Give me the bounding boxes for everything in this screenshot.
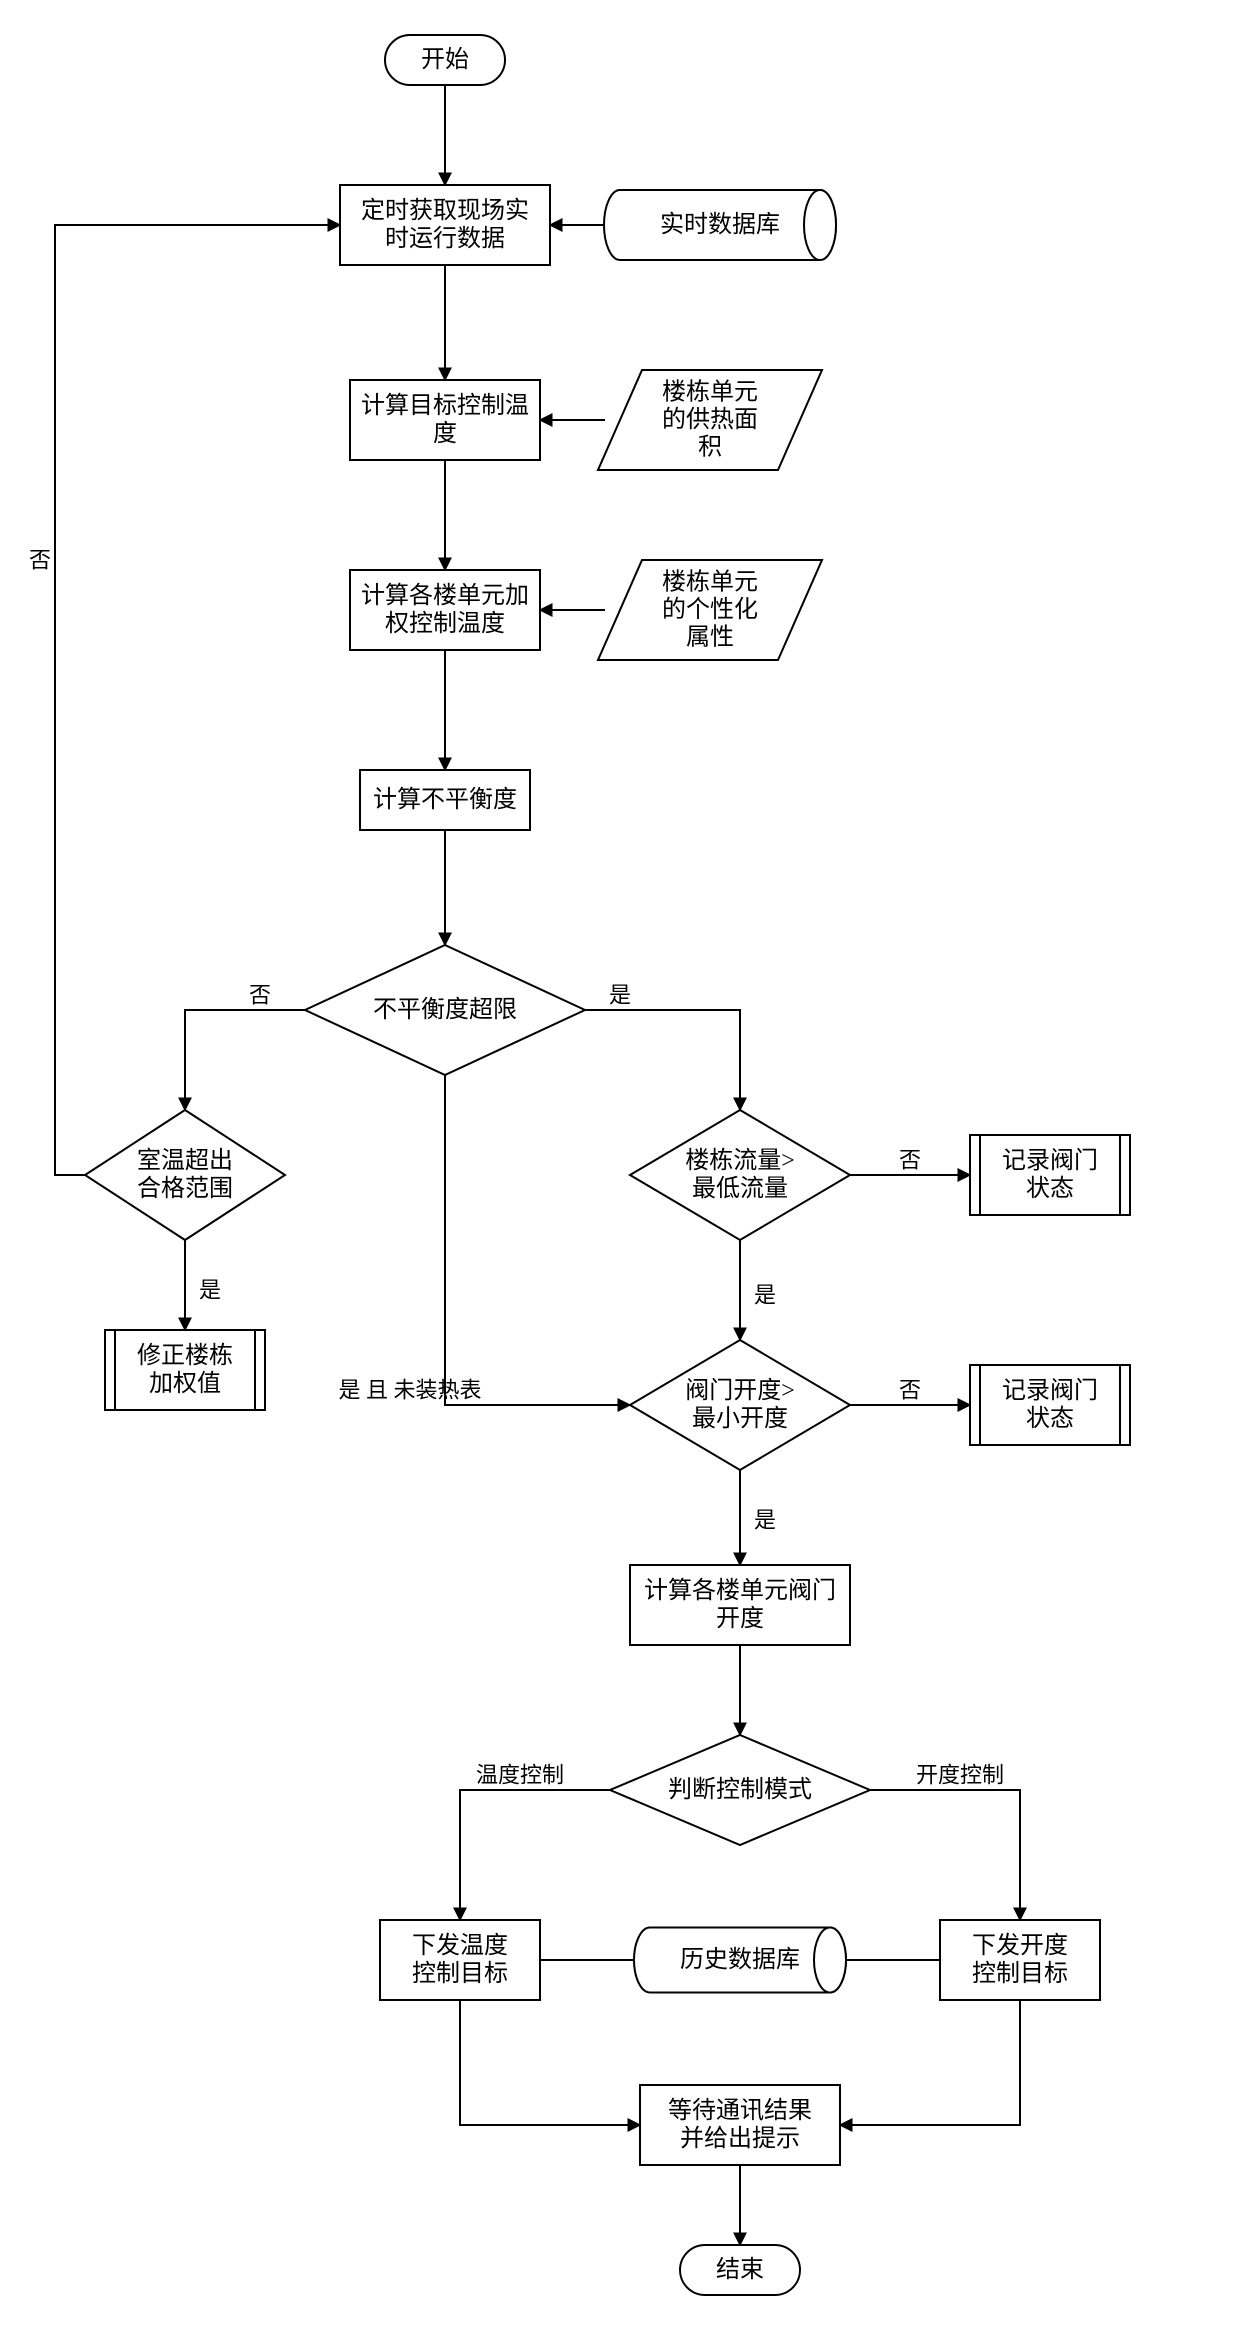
node-text: 楼栋流量> (685, 1147, 795, 1174)
node-text: 实时数据库 (660, 211, 780, 238)
node-dec_imbal: 不平衡度超限 (305, 945, 585, 1075)
node-db_rt: 实时数据库 (604, 190, 836, 260)
node-text: 结束 (716, 2256, 764, 2283)
node-d_attr: 楼栋单元的个性化属性 (598, 560, 822, 660)
node-text: 判断控制模式 (668, 1776, 812, 1803)
node-text: 阀门开度> (685, 1377, 795, 1404)
edge-label: 是 (754, 1508, 776, 1533)
node-p_open: 下发开度控制目标 (940, 1920, 1100, 2000)
node-text: 开始 (421, 46, 469, 73)
node-dec_open: 阀门开度>最小开度 (630, 1340, 850, 1470)
node-text: 状态 (1026, 1175, 1074, 1202)
edge-label: 否 (29, 548, 51, 573)
node-text: 计算各楼单元加 (361, 582, 529, 609)
node-text: 最小开度 (692, 1405, 788, 1432)
edge-label: 是 (754, 1283, 776, 1308)
edge-label: 温度控制 (476, 1763, 564, 1788)
node-text: 记录阀门 (1002, 1377, 1098, 1404)
node-text: 楼栋单元 (662, 568, 758, 595)
node-text: 控制目标 (972, 1960, 1068, 1987)
node-text: 时运行数据 (385, 225, 505, 252)
node-start: 开始 (385, 35, 505, 85)
node-db_hist: 历史数据库 (634, 1928, 846, 1993)
edge (840, 2000, 1020, 2125)
node-text: 计算不平衡度 (373, 786, 517, 813)
node-text: 开度 (716, 1605, 764, 1632)
node-pd_fix: 修正楼栋加权值 (105, 1330, 265, 1410)
node-p_fetch: 定时获取现场实时运行数据 (340, 185, 550, 265)
node-p_target: 计算目标控制温度 (350, 380, 540, 460)
node-pd_rec2: 记录阀门状态 (970, 1365, 1130, 1445)
node-text: 修正楼栋 (137, 1342, 233, 1369)
node-text: 状态 (1026, 1405, 1074, 1432)
node-pd_rec1: 记录阀门状态 (970, 1135, 1130, 1215)
edge-label: 是 且 未装热表 (338, 1378, 481, 1403)
node-text: 并给出提示 (680, 2125, 800, 2152)
edge (585, 1010, 740, 1110)
node-text: 加权值 (149, 1370, 221, 1397)
node-text: 控制目标 (412, 1960, 508, 1987)
node-dec_mode: 判断控制模式 (610, 1735, 870, 1845)
node-p_wait: 等待通讯结果并给出提示 (640, 2085, 840, 2165)
node-p_temp: 下发温度控制目标 (380, 1920, 540, 2000)
edge-label: 是 (199, 1278, 221, 1303)
node-text: 记录阀门 (1002, 1147, 1098, 1174)
node-text: 历史数据库 (680, 1946, 800, 1973)
node-text: 计算各楼单元阀门 (644, 1577, 836, 1604)
node-text: 等待通讯结果 (668, 2097, 812, 2124)
edge (460, 1790, 610, 1920)
edge-label: 否 (899, 1148, 921, 1173)
node-text: 合格范围 (137, 1175, 233, 1202)
node-dec_flow: 楼栋流量>最低流量 (630, 1110, 850, 1240)
edge-label: 是 (609, 983, 631, 1008)
node-p_imbal: 计算不平衡度 (360, 770, 530, 830)
edge (55, 225, 340, 1175)
node-text: 最低流量 (692, 1175, 788, 1202)
node-p_calc: 计算各楼单元阀门开度 (630, 1565, 850, 1645)
node-text: 室温超出 (137, 1147, 233, 1174)
node-text: 权控制温度 (385, 610, 505, 637)
node-text: 定时获取现场实 (361, 197, 529, 224)
node-text: 的个性化 (662, 596, 758, 623)
node-end: 结束 (680, 2245, 800, 2295)
node-dec_room: 室温超出合格范围 (85, 1110, 285, 1240)
node-d_area: 楼栋单元的供热面积 (598, 370, 822, 470)
node-text: 度 (433, 420, 457, 447)
node-text: 不平衡度超限 (373, 996, 517, 1023)
edge-label: 开度控制 (916, 1763, 1004, 1788)
node-text: 积 (698, 434, 722, 461)
edge (445, 1075, 630, 1405)
edge-label: 否 (249, 983, 271, 1008)
edge (185, 1010, 305, 1110)
node-text: 计算目标控制温 (361, 392, 529, 419)
edge (870, 1790, 1020, 1920)
flowchart-canvas: 否是否是否是否是是 且 未装热表温度控制开度控制开始定时获取现场实时运行数据实时… (0, 0, 1240, 2325)
node-text: 楼栋单元 (662, 378, 758, 405)
edge (460, 2000, 640, 2125)
node-text: 的供热面 (662, 406, 758, 433)
node-text: 下发开度 (972, 1932, 1068, 1959)
node-text: 属性 (686, 624, 734, 651)
edge-label: 否 (899, 1378, 921, 1403)
node-text: 下发温度 (412, 1932, 508, 1959)
node-p_weight: 计算各楼单元加权控制温度 (350, 570, 540, 650)
